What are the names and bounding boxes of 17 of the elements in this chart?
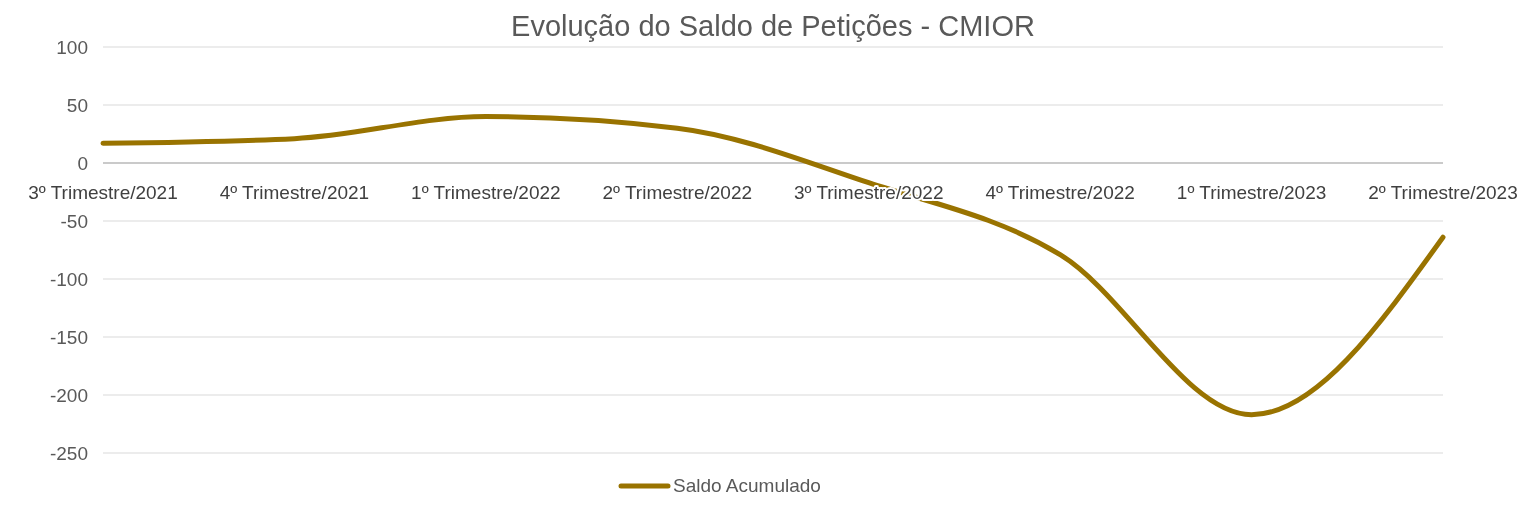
y-tick-label: 100 bbox=[56, 37, 88, 58]
y-tick-label: -250 bbox=[49, 443, 88, 464]
x-tick-label: 4º Trimestre/2021 bbox=[219, 182, 370, 203]
y-tick-label: -50 bbox=[60, 211, 88, 232]
x-tick-label: 2º Trimestre/2022 bbox=[602, 182, 753, 203]
y-tick-label: 50 bbox=[66, 95, 88, 116]
x-tick-label: 2º Trimestre/2023 bbox=[1368, 182, 1518, 203]
chart-title: Evolução do Saldo de Petições - CMIOR bbox=[511, 10, 1035, 42]
x-tick-label: 3º Trimestre/2021 bbox=[28, 182, 178, 203]
x-tick-label: 4º Trimestre/2022 bbox=[985, 182, 1135, 203]
legend-label: Saldo Acumulado bbox=[673, 475, 821, 496]
y-tick-label: -200 bbox=[49, 385, 88, 406]
x-tick-label: 1º Trimestre/2023 bbox=[1176, 182, 1327, 203]
x-tick-label: 1º Trimestre/2022 bbox=[411, 182, 561, 203]
y-tick-label: -100 bbox=[49, 269, 88, 290]
y-tick-label: -150 bbox=[49, 327, 88, 348]
y-tick-label: 0 bbox=[77, 153, 88, 174]
